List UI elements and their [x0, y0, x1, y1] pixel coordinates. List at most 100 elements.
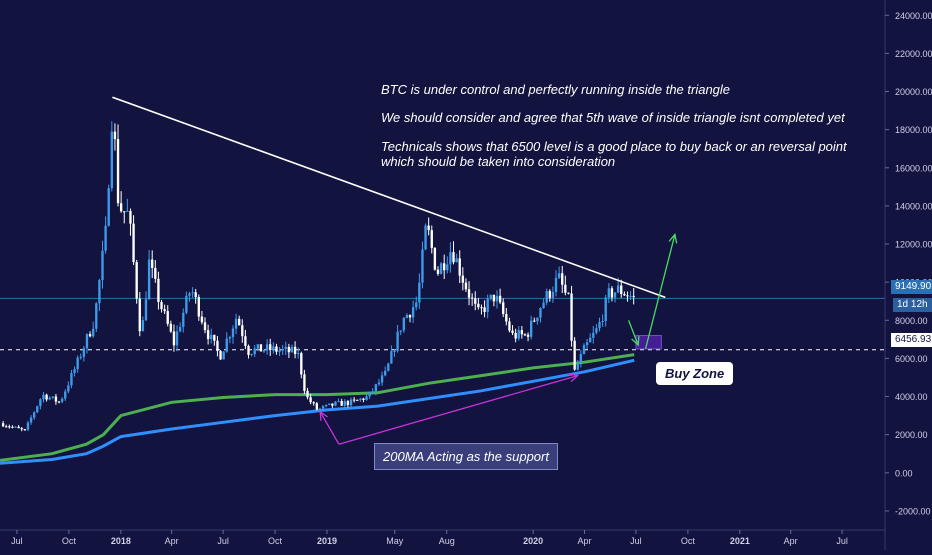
candle-body [29, 417, 33, 423]
candle-body [76, 357, 79, 370]
candle-body [592, 332, 595, 338]
support-price-tag: 6456.93 [891, 333, 932, 347]
candle-body [629, 295, 632, 297]
candle-body [480, 307, 483, 309]
candle-body [228, 337, 232, 339]
candle-body [424, 225, 427, 250]
candle-body [253, 348, 256, 355]
candle-body [579, 354, 583, 365]
candle-body [610, 288, 614, 298]
candle-body [396, 331, 399, 351]
y-tick-label: 18000.00 [895, 125, 932, 135]
x-tick-label: 2021 [730, 536, 750, 546]
candle-body [129, 210, 132, 224]
x-tick-label: 2019 [317, 536, 337, 546]
candle-body [79, 356, 82, 358]
candle-body [1, 423, 5, 427]
candle-body [163, 309, 166, 312]
candle-body [154, 267, 157, 279]
moving-averages [0, 353, 635, 465]
y-tick-label: -2000.00 [895, 506, 931, 516]
candle-body [374, 384, 378, 392]
candle-body [32, 412, 36, 418]
candle-body [169, 323, 173, 332]
y-tick-label: 0.00 [895, 468, 913, 478]
candle-body [70, 373, 73, 386]
candle-body [269, 344, 272, 351]
candle-body [182, 312, 185, 327]
candle-body [430, 230, 433, 248]
x-tick-label: Jul [217, 536, 229, 546]
note-line-4: which should be taken into consideration [381, 154, 616, 169]
candle-body [42, 394, 45, 400]
candle-body [234, 318, 238, 329]
candle-body [185, 295, 188, 313]
candle-body [511, 330, 514, 334]
candle-body [116, 139, 120, 204]
candle-body [312, 402, 315, 404]
candle-body [144, 299, 148, 321]
y-tick-label: 16000.00 [895, 163, 932, 173]
candle-body [352, 399, 356, 401]
candle-body [318, 408, 322, 410]
candle-body [498, 295, 502, 303]
candle-body [178, 326, 182, 332]
candle-body [64, 391, 67, 399]
candle-body [554, 277, 558, 292]
candle-body [346, 401, 350, 406]
candle-body [57, 401, 61, 403]
candle-body [138, 298, 141, 332]
candle-body [452, 252, 455, 263]
candle-body [362, 398, 365, 400]
candle-body [520, 330, 524, 335]
candle-body [383, 370, 387, 376]
candle-body [561, 273, 564, 285]
candlesticks [1, 121, 635, 432]
candle-body [489, 294, 492, 299]
candle-body [467, 289, 471, 298]
candle-body [526, 334, 530, 337]
candle-body [278, 350, 281, 352]
horizontal-reference-lines [0, 297, 885, 351]
candle-body [54, 396, 58, 402]
candle-body [194, 292, 197, 298]
candle-body [293, 346, 297, 355]
candle-body [523, 334, 527, 336]
x-tick-label: Jul [836, 536, 848, 546]
candle-body [290, 346, 294, 353]
candle-body [17, 426, 20, 429]
candle-body [439, 263, 443, 274]
candle-body [157, 278, 160, 303]
candle-body [297, 353, 300, 355]
candle-body [259, 344, 263, 352]
candle-body [265, 344, 269, 351]
candle-body [380, 375, 384, 383]
y-tick-label: 6000.00 [895, 354, 928, 364]
candle-body [390, 351, 393, 364]
candle-body [340, 400, 343, 406]
arrow-line [319, 411, 340, 445]
interval-tag: 1d 12h [893, 298, 932, 312]
candle-body [331, 403, 334, 406]
candle-body [421, 249, 424, 283]
note-line-1: BTC is under control and perfectly runni… [381, 82, 731, 97]
candle-body [405, 315, 409, 318]
y-tick-label: 8000.00 [895, 316, 928, 326]
candle-body [334, 401, 337, 406]
candle-body [545, 291, 548, 303]
candle-body [433, 247, 437, 270]
trendline-group [112, 96, 666, 299]
arrow-head [568, 373, 580, 383]
candle-body [474, 298, 477, 304]
candle-body [408, 315, 412, 318]
y-tick-label: 2000.00 [895, 430, 928, 440]
candle-body [262, 350, 266, 352]
price-axis: -2000.00 0.00 2000.00 4000.00 6000.00 8000.00… [884, 0, 932, 550]
candle-body [203, 322, 207, 331]
candle-body [551, 291, 555, 298]
candle-body [300, 353, 303, 375]
candle-body [464, 282, 468, 290]
candle-body [455, 258, 458, 263]
